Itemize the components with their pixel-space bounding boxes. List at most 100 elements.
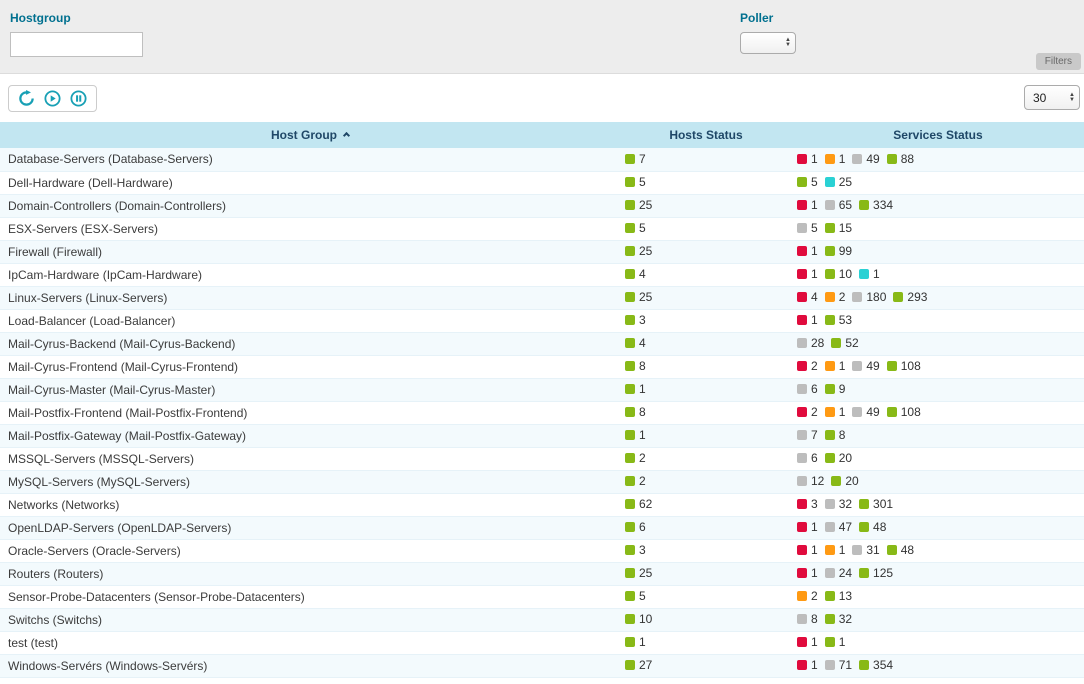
status-unknown: 180: [852, 290, 886, 304]
hosts-status-cell: 25: [620, 286, 792, 309]
status-count: 71: [838, 658, 853, 672]
status-ok: 9: [824, 382, 845, 396]
ok-badge: [625, 223, 635, 233]
status-ok: 32: [824, 612, 852, 626]
hostgroup-name[interactable]: Sensor-Probe-Datacenters (Sensor-Probe-D…: [8, 589, 305, 604]
poller-select[interactable]: ▲ ▼: [740, 32, 796, 54]
unknown-badge: [797, 223, 807, 233]
hostgroup-name[interactable]: Windows-Servérs (Windows-Servérs): [8, 658, 208, 673]
status-critical: 1: [797, 543, 818, 557]
hostgroup-field: Hostgroup: [10, 11, 143, 57]
status-count: 3: [639, 313, 646, 327]
hostgroup-name[interactable]: Firewall (Firewall): [8, 244, 103, 259]
column-services-status[interactable]: Services Status: [792, 122, 1084, 148]
status-count: 53: [838, 313, 853, 327]
hostgroup-name[interactable]: Mail-Cyrus-Frontend (Mail-Cyrus-Frontend…: [8, 359, 239, 374]
status-unknown: 47: [824, 520, 852, 534]
hostgroup-name[interactable]: Mail-Cyrus-Backend (Mail-Cyrus-Backend): [8, 336, 236, 351]
ok-badge: [886, 153, 897, 164]
status-count: 49: [866, 405, 880, 419]
hostgroups-table: Host Group Hosts Status Services Status …: [0, 122, 1084, 678]
critical-badge: [797, 269, 807, 279]
hostgroup-name[interactable]: Dell-Hardware (Dell-Hardware): [8, 175, 173, 190]
table-row: Dell-Hardware (Dell-Hardware) 5 5 25: [0, 171, 1084, 194]
hostgroup-name[interactable]: Domain-Controllers (Domain-Controllers): [8, 198, 227, 213]
ok-badge: [625, 660, 635, 670]
status-ok: 6: [625, 520, 646, 534]
status-critical: 1: [797, 152, 818, 166]
status-critical: 3: [797, 497, 818, 511]
critical-badge: [797, 292, 807, 302]
column-services-status-label: Services Status: [893, 128, 983, 142]
ok-badge: [625, 407, 635, 417]
status-count: 12: [811, 474, 825, 488]
table-row: MSSQL-Servers (MSSQL-Servers) 2 6 20: [0, 447, 1084, 470]
hostgroup-name[interactable]: Mail-Postfix-Frontend (Mail-Postfix-Fron…: [8, 405, 248, 420]
status-count: 20: [838, 451, 853, 465]
pause-button[interactable]: [70, 90, 87, 107]
services-status-cell: 1 65 334: [792, 194, 1084, 217]
status-ok: 20: [831, 474, 859, 488]
status-unknown: 7: [797, 428, 818, 442]
hostgroup-name[interactable]: MSSQL-Servers (MSSQL-Servers): [8, 451, 195, 466]
hostgroup-name[interactable]: Switchs (Switchs): [8, 612, 103, 627]
status-count: 88: [900, 151, 915, 166]
hostgroup-name[interactable]: MySQL-Servers (MySQL-Servers): [8, 474, 191, 489]
play-button[interactable]: [44, 90, 61, 107]
filters-tab[interactable]: Filters: [1035, 53, 1081, 70]
status-count: 1: [838, 543, 846, 557]
ok-badge: [625, 269, 635, 279]
hostgroup-name[interactable]: Routers (Routers): [8, 566, 104, 581]
status-count: 25: [639, 290, 653, 304]
column-hosts-status[interactable]: Hosts Status: [620, 122, 792, 148]
table-header-row: Host Group Hosts Status Services Status: [0, 122, 1084, 148]
critical-badge: [797, 407, 807, 417]
status-count: 49: [866, 359, 880, 373]
critical-badge: [797, 637, 807, 647]
status-count: 1: [811, 198, 818, 212]
hostgroup-name[interactable]: Networks (Networks): [8, 497, 120, 512]
status-count: 10: [838, 267, 853, 281]
status-count: 2: [811, 405, 818, 419]
services-status-cell: 5 15: [792, 217, 1084, 240]
status-count: 31: [866, 543, 880, 557]
table-row: IpCam-Hardware (IpCam-Hardware) 4 1 10 1: [0, 263, 1084, 286]
refresh-button[interactable]: [18, 90, 35, 107]
ok-badge: [824, 223, 835, 233]
status-count: 20: [845, 474, 859, 488]
ok-badge: [625, 637, 635, 647]
unknown-badge: [824, 522, 835, 532]
hostgroup-name[interactable]: IpCam-Hardware (IpCam-Hardware): [8, 267, 203, 282]
hosts-status-cell: 2: [620, 447, 792, 470]
hosts-status-cell: 1: [620, 378, 792, 401]
ok-badge: [625, 200, 635, 210]
hostgroup-input[interactable]: [10, 32, 143, 57]
unknown-badge: [797, 384, 807, 394]
hostgroup-name[interactable]: test (test): [8, 635, 59, 650]
hostgroup-table-body: Database-Servers (Database-Servers) 7 1 1 49…: [0, 148, 1084, 677]
ok-badge: [625, 153, 635, 164]
status-count: 5: [811, 221, 818, 235]
hostgroup-name[interactable]: Oracle-Servers (Oracle-Servers): [8, 543, 181, 558]
hostgroup-name[interactable]: Linux-Servers (Linux-Servers): [8, 290, 168, 305]
status-count: 108: [900, 405, 921, 419]
status-critical: 2: [797, 405, 818, 419]
hostgroup-name[interactable]: Database-Servers (Database-Servers): [8, 152, 213, 167]
status-critical: 1: [797, 635, 818, 649]
hostgroup-name[interactable]: Mail-Postfix-Gateway (Mail-Postfix-Gatew…: [8, 428, 247, 443]
ok-badge: [625, 338, 635, 348]
services-status-cell: 1 1 31 48: [792, 539, 1084, 562]
page-size-select[interactable]: 30 ▲ ▼: [1024, 85, 1080, 110]
status-ok: 62: [625, 497, 652, 511]
hostgroup-name[interactable]: Mail-Cyrus-Master (Mail-Cyrus-Master): [8, 382, 216, 397]
status-warning: 1: [824, 359, 845, 373]
hostgroup-name[interactable]: ESX-Servers (ESX-Servers): [8, 221, 159, 236]
hostgroup-name[interactable]: OpenLDAP-Servers (OpenLDAP-Servers): [8, 520, 232, 535]
status-count: 25: [639, 244, 653, 258]
status-critical: 2: [797, 359, 818, 373]
hostgroup-name[interactable]: Load-Balancer (Load-Balancer): [8, 313, 176, 328]
status-critical: 1: [797, 244, 818, 258]
column-host-group[interactable]: Host Group: [0, 122, 620, 148]
status-unknown: 12: [797, 474, 824, 488]
